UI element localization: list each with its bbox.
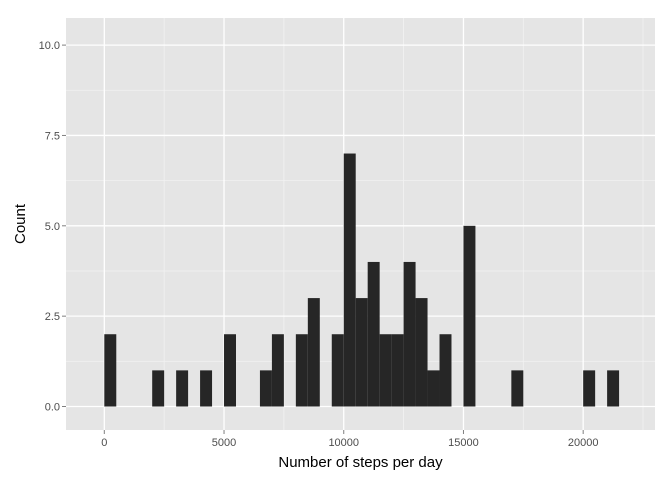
x-tick-label: 5000 — [212, 437, 236, 449]
histogram-bar — [152, 370, 165, 407]
histogram-bar — [295, 334, 308, 407]
x-axis-title: Number of steps per day — [278, 454, 443, 471]
y-tick-label: 7.5 — [45, 130, 60, 142]
y-tick-label: 0.0 — [45, 402, 60, 414]
x-tick-label: 10000 — [328, 437, 359, 449]
histogram-bar — [355, 298, 368, 407]
x-tick-label: 15000 — [448, 437, 479, 449]
y-tick-label: 10.0 — [39, 40, 60, 52]
histogram-bars — [104, 153, 620, 407]
y-axis: 0.0 2.5 5.0 7.5 10.0 — [39, 40, 66, 414]
histogram-bar — [271, 334, 284, 407]
y-tick-label: 5.0 — [45, 221, 60, 233]
x-tick-label: 0 — [101, 437, 107, 449]
histogram-bar — [427, 370, 440, 407]
histogram-bar — [259, 370, 272, 407]
x-tick-label: 20000 — [568, 437, 599, 449]
histogram-bar — [583, 370, 596, 407]
histogram-bar — [331, 334, 344, 407]
histogram-bar — [607, 370, 620, 407]
histogram-bar — [511, 370, 524, 407]
y-axis-title: Count — [12, 203, 29, 244]
histogram-bar — [224, 334, 236, 407]
histogram-bar — [391, 334, 404, 407]
histogram-bar — [367, 261, 380, 407]
histogram-bar — [104, 334, 117, 407]
y-tick-label: 2.5 — [45, 311, 60, 323]
histogram-bar — [415, 298, 428, 407]
histogram-bar — [307, 298, 320, 407]
histogram-bar — [379, 334, 392, 407]
histogram-bar — [200, 370, 213, 407]
histogram-bar — [439, 334, 452, 407]
histogram-bar — [343, 153, 356, 407]
histogram-bar — [463, 225, 476, 407]
histogram-bar — [176, 370, 189, 407]
histogram-bar — [403, 261, 416, 407]
x-axis: 0 5000 10000 15000 20000 — [101, 430, 598, 449]
